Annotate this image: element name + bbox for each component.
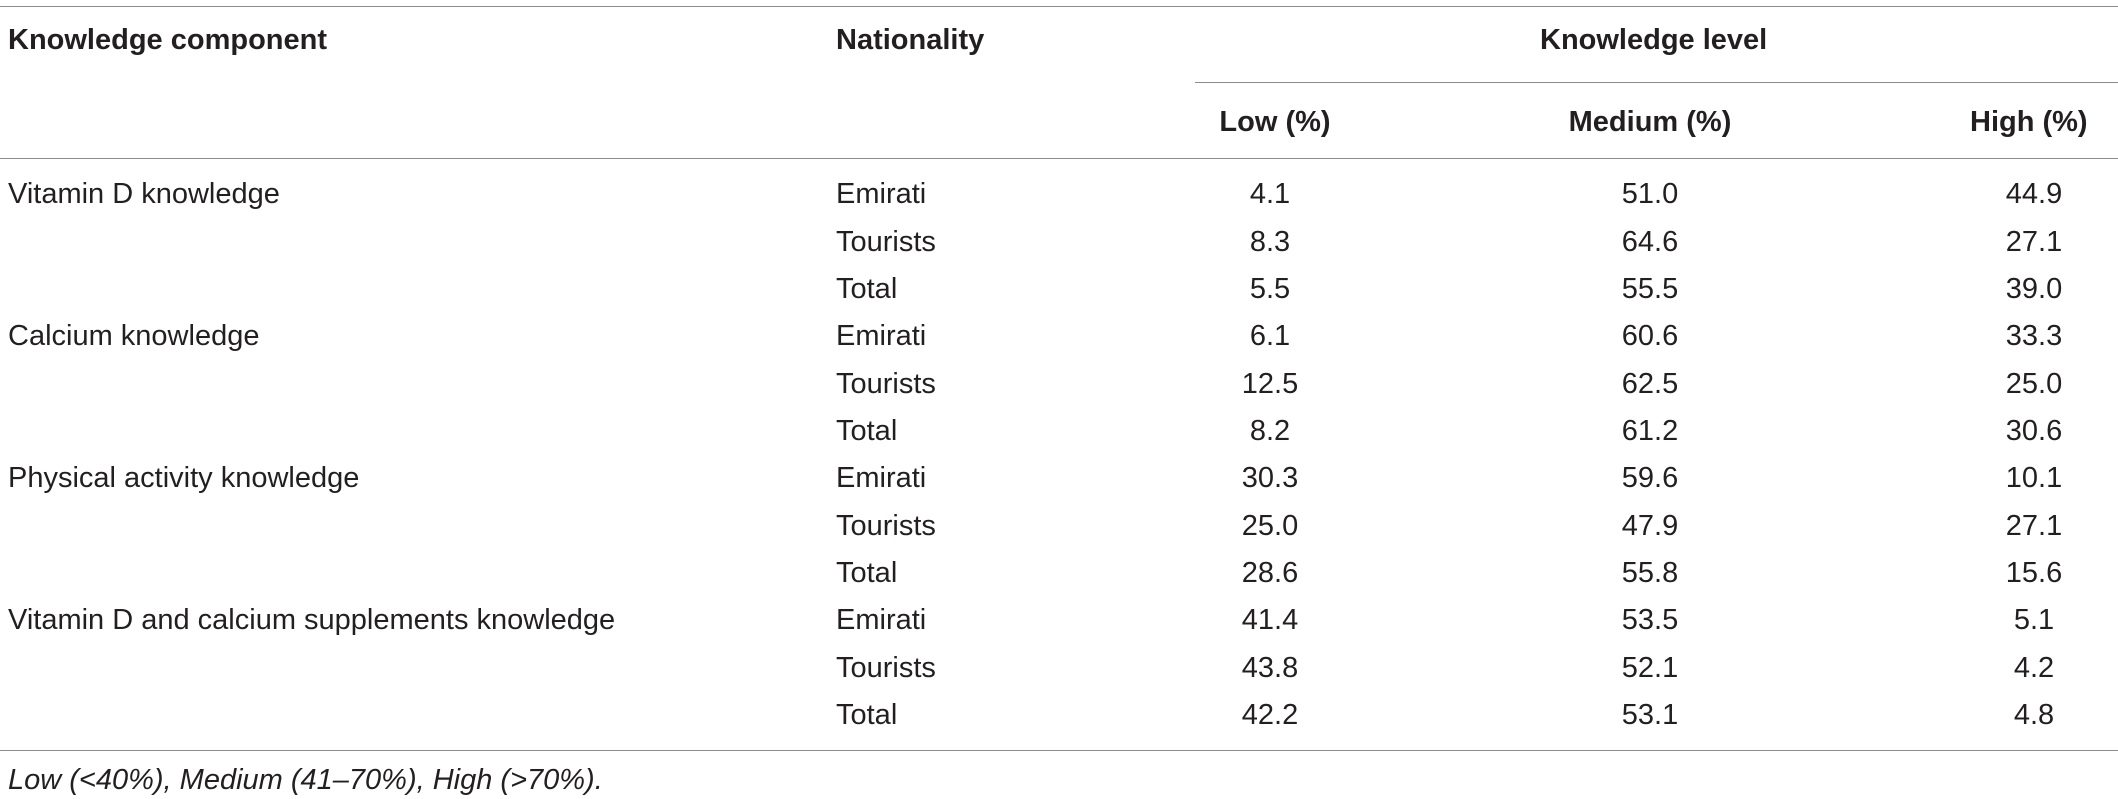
row-component: Vitamin D and calcium supplements knowle… [8, 604, 616, 636]
row-high: 10.1 [2005, 462, 2063, 494]
row-high: 4.2 [2013, 652, 2055, 684]
row-nationality: Total [836, 273, 898, 305]
row-nationality: Tourists [836, 510, 936, 542]
row-medium: 61.2 [1621, 415, 1679, 447]
table-footnote: Low (<40%), Medium (41–70%), High (>70%)… [8, 764, 603, 796]
row-medium: 47.9 [1621, 510, 1679, 542]
row-low: 4.1 [1249, 178, 1291, 210]
row-high: 5.1 [2013, 604, 2055, 636]
row-medium: 55.8 [1621, 557, 1679, 589]
row-nationality: Emirati [836, 178, 927, 210]
row-nationality: Tourists [836, 652, 936, 684]
row-high: 39.0 [2005, 273, 2063, 305]
row-low: 43.8 [1241, 652, 1299, 684]
row-medium: 64.6 [1621, 226, 1679, 258]
row-high: 33.3 [2005, 320, 2063, 352]
row-low: 28.6 [1241, 557, 1299, 589]
row-medium: 52.1 [1621, 652, 1679, 684]
row-medium: 60.6 [1621, 320, 1679, 352]
row-component: Calcium knowledge [8, 320, 260, 352]
row-low: 8.2 [1249, 415, 1291, 447]
header-bottom-rule [0, 158, 2118, 159]
header-low: Low (%) [1219, 106, 1331, 138]
row-high: 27.1 [2005, 510, 2063, 542]
row-medium: 53.1 [1621, 699, 1679, 731]
row-nationality: Total [836, 699, 898, 731]
header-high: High (%) [1970, 106, 2088, 138]
row-low: 5.5 [1249, 273, 1291, 305]
row-nationality: Tourists [836, 368, 936, 400]
header-knowledge-component: Knowledge component [8, 24, 327, 56]
row-nationality: Emirati [836, 604, 927, 636]
row-low: 41.4 [1241, 604, 1299, 636]
row-medium: 55.5 [1621, 273, 1679, 305]
row-high: 15.6 [2005, 557, 2063, 589]
row-nationality: Tourists [836, 226, 936, 258]
group-underline [1195, 82, 2118, 83]
row-nationality: Total [836, 557, 898, 589]
row-nationality: Total [836, 415, 898, 447]
row-high: 4.8 [2013, 699, 2055, 731]
row-component: Physical activity knowledge [8, 462, 360, 494]
table-bottom-rule [0, 750, 2118, 751]
row-high: 44.9 [2005, 178, 2063, 210]
row-low: 12.5 [1241, 368, 1299, 400]
header-medium: Medium (%) [1568, 106, 1732, 138]
row-component: Vitamin D knowledge [8, 178, 280, 210]
row-medium: 59.6 [1621, 462, 1679, 494]
row-high: 27.1 [2005, 226, 2063, 258]
row-medium: 62.5 [1621, 368, 1679, 400]
top-rule [0, 6, 2118, 7]
row-low: 30.3 [1241, 462, 1299, 494]
row-low: 6.1 [1249, 320, 1291, 352]
header-knowledge-level: Knowledge level [1540, 24, 1768, 56]
row-high: 30.6 [2005, 415, 2063, 447]
row-high: 25.0 [2005, 368, 2063, 400]
row-nationality: Emirati [836, 320, 927, 352]
row-medium: 53.5 [1621, 604, 1679, 636]
row-low: 25.0 [1241, 510, 1299, 542]
row-nationality: Emirati [836, 462, 927, 494]
row-low: 42.2 [1241, 699, 1299, 731]
row-low: 8.3 [1249, 226, 1291, 258]
header-nationality: Nationality [836, 24, 985, 56]
row-medium: 51.0 [1621, 178, 1679, 210]
